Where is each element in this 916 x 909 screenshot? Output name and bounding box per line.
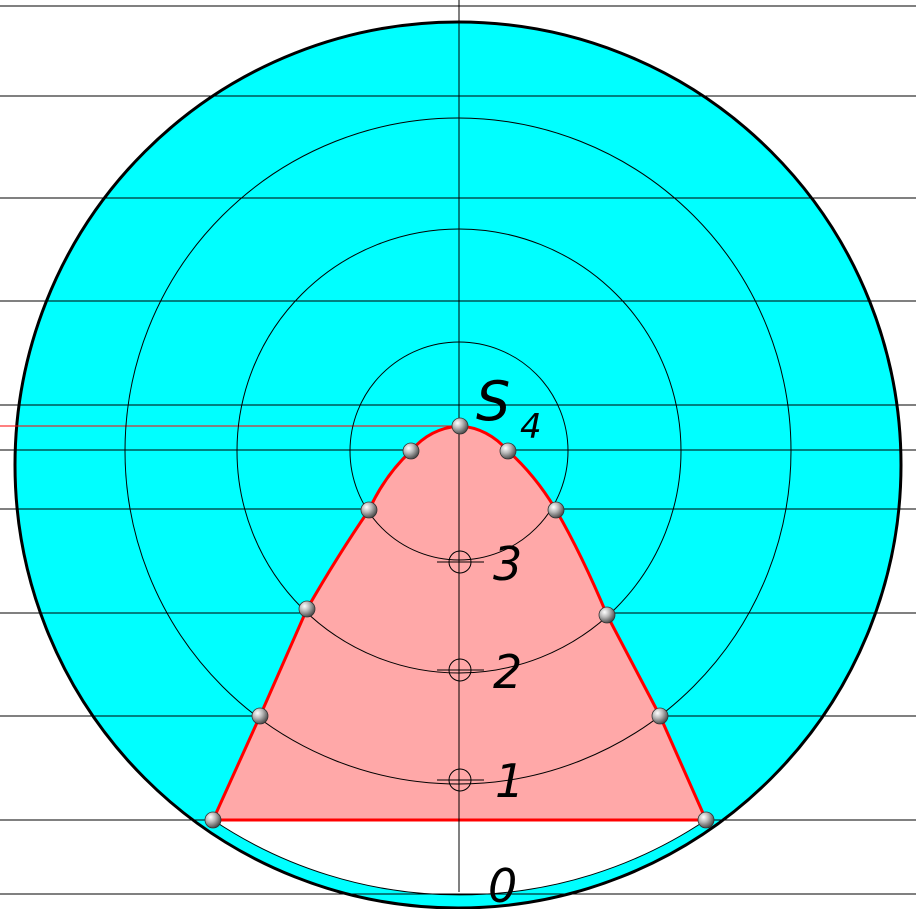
point-marker: [251, 707, 269, 725]
point-marker: [651, 707, 669, 725]
point-marker: [360, 501, 378, 519]
apex-index-label: 4: [520, 407, 542, 447]
point-marker: [598, 606, 616, 624]
apex-label: S: [476, 370, 510, 433]
point-marker: [402, 442, 420, 460]
lower-cap-arc: [212, 819, 707, 896]
point-marker: [547, 501, 565, 519]
point-marker: [499, 442, 517, 460]
level-0-label: 0: [488, 859, 517, 909]
point-marker: [204, 811, 222, 829]
level-1-label: 1: [495, 754, 524, 808]
circle-r1: [124, 117, 792, 785]
level-2-label: 2: [493, 645, 522, 699]
point-markers: [204, 417, 715, 829]
point-marker: [298, 600, 316, 618]
point-marker: [697, 811, 715, 829]
level-3-label: 3: [493, 537, 522, 591]
point-marker: [451, 417, 469, 435]
centre-marks: [437, 550, 484, 792]
